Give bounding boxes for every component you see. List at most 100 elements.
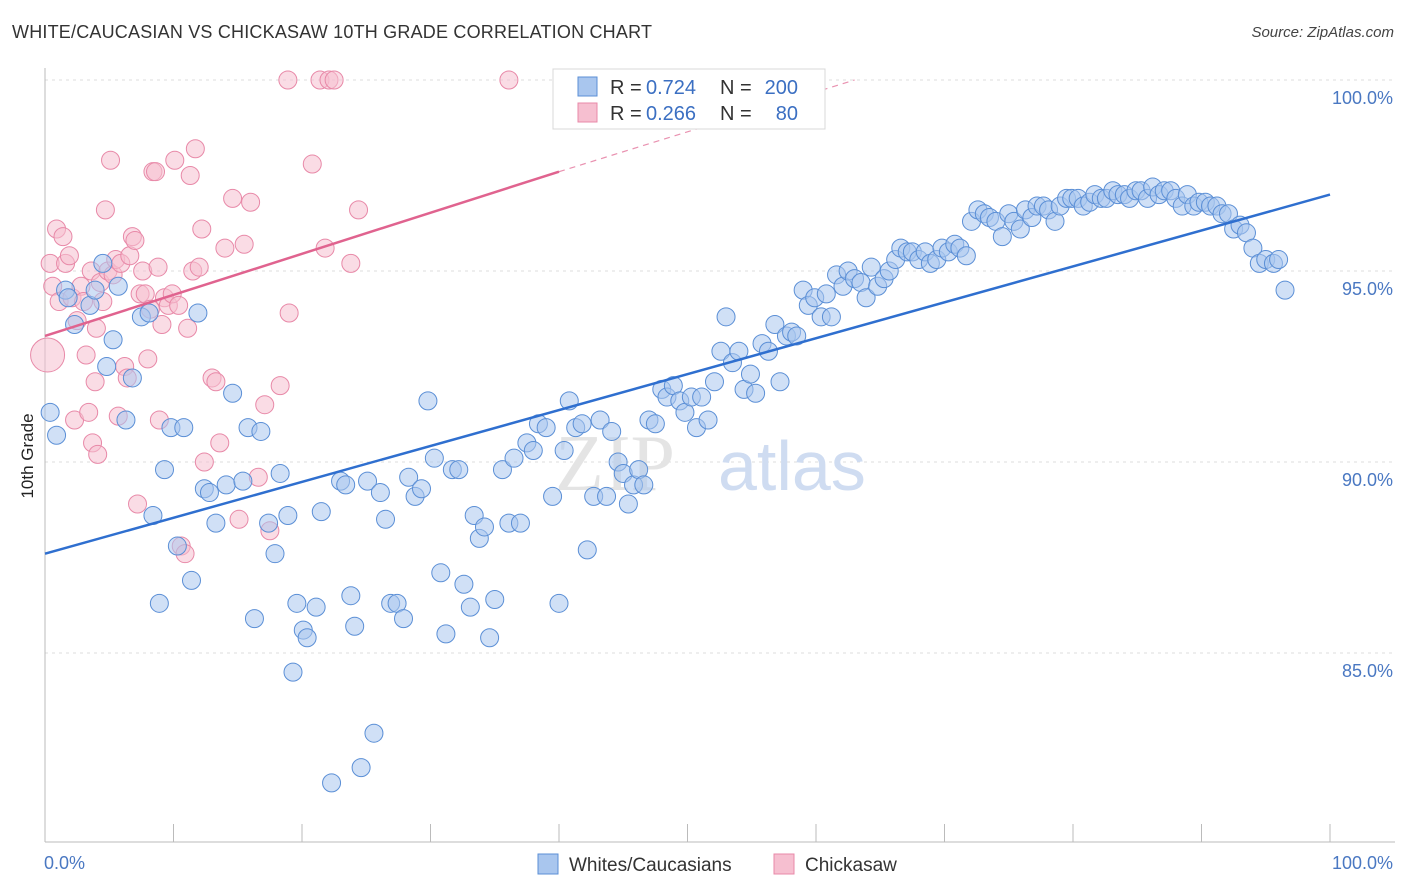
data-point: [95, 200, 115, 220]
data-point: [554, 441, 574, 461]
data-point: [155, 460, 175, 480]
data-point: [349, 200, 369, 220]
y-tick-label: 85.0%: [1342, 661, 1393, 681]
y-axis-label: 10th Grade: [18, 413, 37, 498]
data-point: [139, 303, 159, 323]
data-point: [740, 364, 760, 384]
data-point: [47, 425, 67, 445]
data-point: [418, 391, 438, 411]
data-point: [577, 540, 597, 560]
data-point: [449, 460, 469, 480]
data-point: [244, 609, 264, 629]
data-point: [336, 475, 356, 495]
data-point: [270, 463, 290, 483]
data-point: [223, 188, 243, 208]
data-point: [816, 284, 836, 304]
data-point: [704, 372, 724, 392]
data-point: [306, 597, 326, 617]
legend-r-label-2: R =: [610, 103, 642, 125]
data-point: [618, 494, 638, 514]
data-point: [234, 234, 254, 254]
data-point: [504, 448, 524, 468]
watermark-atlas: atlas: [718, 427, 866, 505]
data-point: [770, 372, 790, 392]
data-point: [454, 574, 474, 594]
data-point: [765, 314, 785, 334]
data-point: [194, 452, 214, 472]
x-tick-label: 100.0%: [1332, 853, 1393, 873]
bottom-legend-swatch-chickasaw: [773, 853, 795, 875]
data-point: [76, 345, 96, 365]
data-point: [861, 257, 881, 277]
legend-box: R = 0.724 N = 200 R = 0.266 N = 80: [552, 68, 826, 130]
data-point: [499, 70, 519, 90]
data-point: [279, 303, 299, 323]
data-point: [116, 410, 136, 430]
legend-n-label-1: N =: [720, 77, 752, 99]
data-point: [58, 288, 78, 308]
data-point: [265, 544, 285, 564]
data-point: [180, 166, 200, 185]
data-point: [278, 505, 298, 525]
data-point: [216, 475, 236, 495]
data-point: [206, 513, 226, 533]
data-point: [167, 536, 187, 556]
legend-swatch-chickasaw: [577, 102, 598, 123]
data-point: [370, 483, 390, 503]
data-point: [399, 467, 419, 487]
data-point: [345, 616, 365, 636]
data-point: [698, 410, 718, 430]
data-point: [128, 494, 148, 514]
data-point: [1010, 219, 1030, 239]
data-point: [692, 387, 712, 407]
data-point: [341, 253, 361, 273]
data-point: [549, 593, 569, 613]
data-point: [270, 376, 290, 396]
data-point: [492, 460, 512, 480]
data-point: [103, 330, 123, 350]
data-point: [229, 509, 249, 529]
y-tick-label: 90.0%: [1342, 470, 1393, 490]
data-point: [311, 502, 331, 522]
data-point: [590, 410, 610, 430]
data-point: [192, 219, 212, 239]
series-chickasaw: [30, 70, 519, 564]
data-point: [602, 421, 622, 441]
data-point: [341, 586, 361, 606]
data-point: [189, 257, 209, 277]
data-point: [297, 628, 317, 648]
data-point: [992, 227, 1012, 247]
data-point: [351, 758, 371, 778]
data-point: [431, 563, 451, 583]
data-point: [146, 162, 166, 182]
legend-n-value-1: 200: [765, 77, 798, 99]
data-point: [85, 280, 105, 300]
data-point: [206, 372, 226, 392]
data-point: [523, 441, 543, 461]
data-point: [59, 246, 79, 266]
data-point: [138, 349, 158, 369]
data-point: [178, 318, 198, 338]
data-point: [125, 230, 145, 250]
legend-swatch-whites: [577, 76, 598, 97]
data-point: [174, 418, 194, 438]
data-point: [79, 402, 99, 422]
data-point: [322, 773, 342, 793]
data-point: [364, 723, 384, 743]
data-point: [185, 139, 205, 159]
data-point: [821, 307, 841, 327]
chart-title: WHITE/CAUCASIAN VS CHICKASAW 10TH GRADE …: [12, 22, 653, 42]
data-point: [746, 383, 766, 403]
data-point: [283, 662, 303, 682]
data-point: [856, 288, 876, 308]
data-point: [108, 276, 128, 296]
data-point: [572, 414, 592, 434]
data-point: [148, 257, 168, 277]
tick-labels: 85.0% 90.0% 95.0% 100.0% 0.0% 100.0%: [44, 88, 1393, 873]
data-point: [287, 593, 307, 613]
data-point: [436, 624, 456, 644]
y-tick-label: 95.0%: [1342, 279, 1393, 299]
data-point: [424, 448, 444, 468]
data-point: [376, 509, 396, 529]
data-point: [278, 70, 298, 90]
